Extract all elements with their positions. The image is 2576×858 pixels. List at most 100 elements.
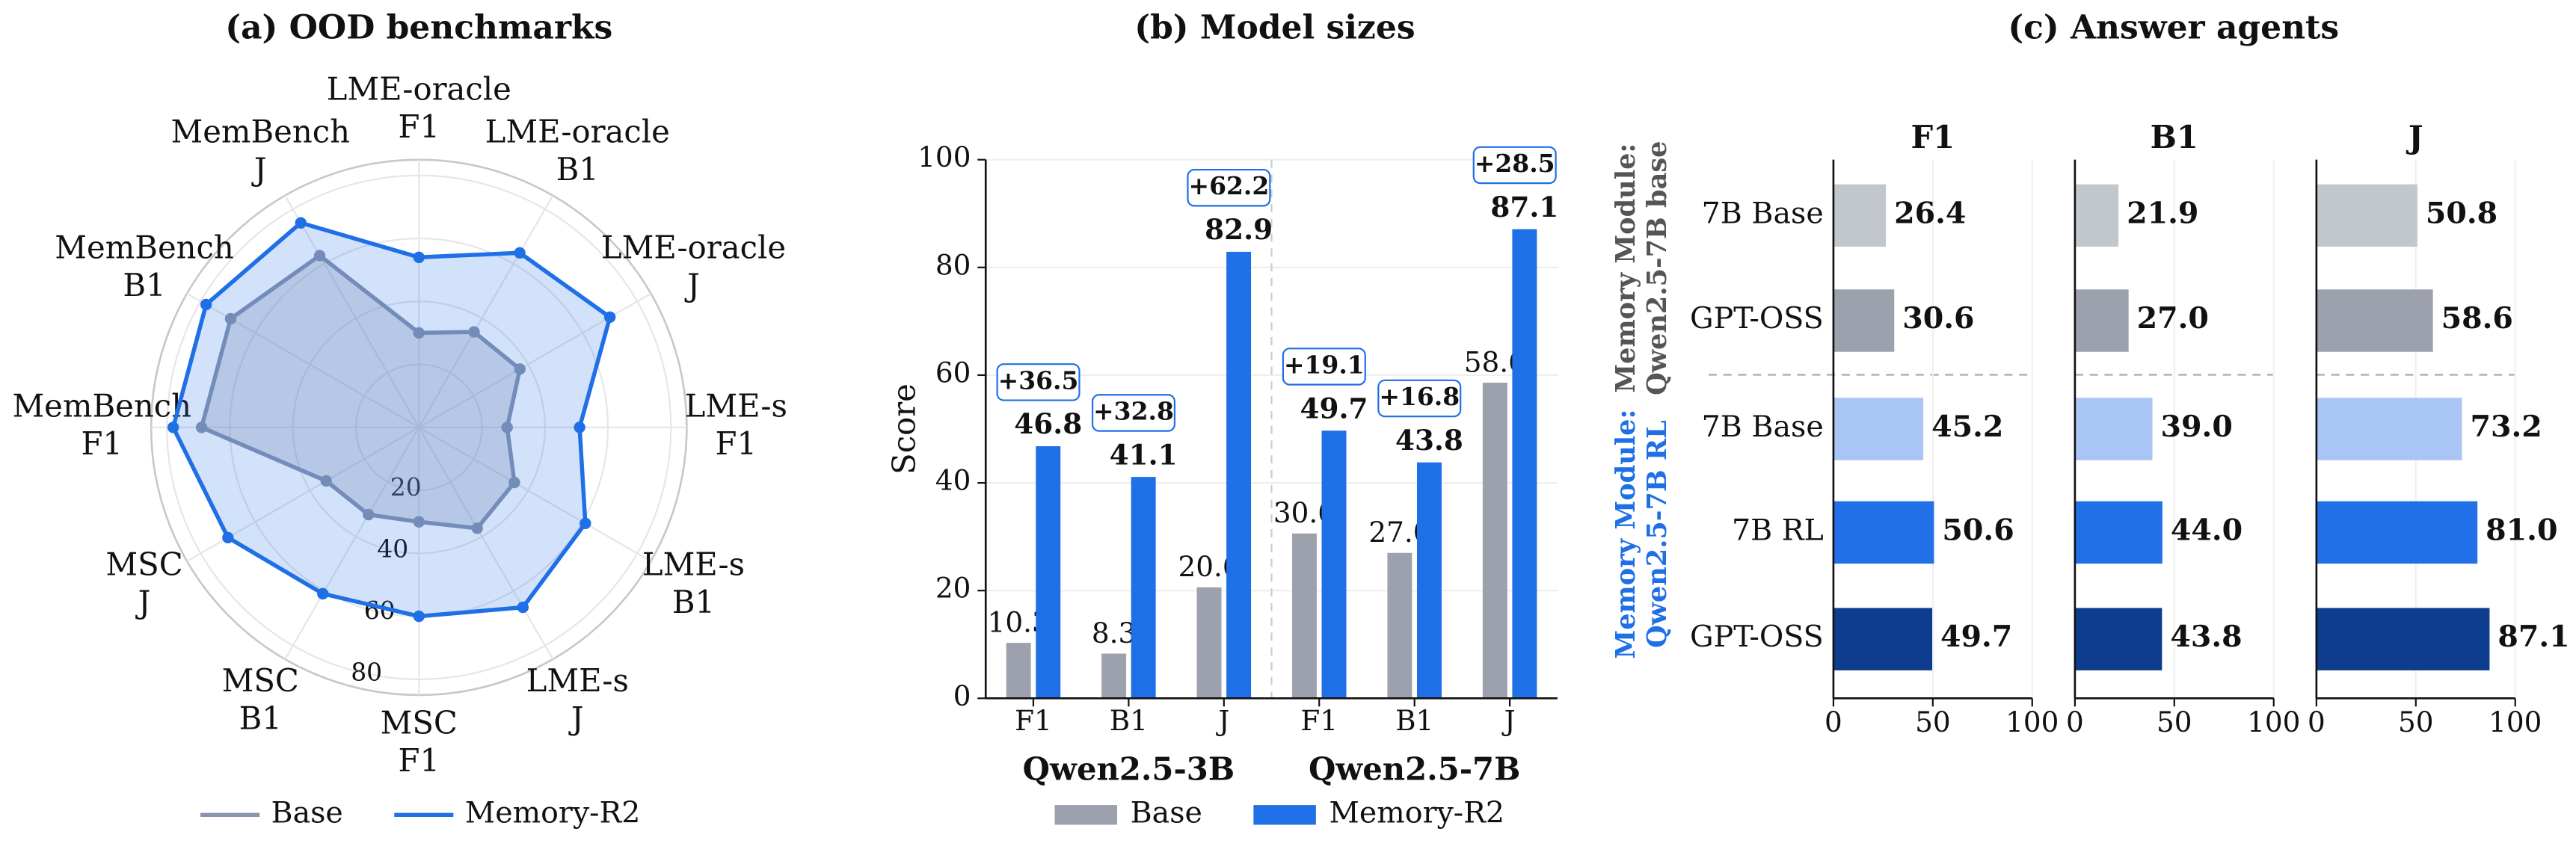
radar-point bbox=[222, 531, 234, 543]
x-tick-label: 50 bbox=[1915, 706, 1951, 738]
axis-label: LME-s B1 bbox=[642, 546, 745, 620]
chart-title: (a) OOD benchmarks bbox=[225, 9, 612, 47]
radar-point bbox=[413, 610, 425, 623]
radar-point bbox=[295, 217, 307, 229]
bar bbox=[1416, 462, 1442, 699]
legend-label: Base bbox=[1131, 795, 1202, 830]
annotation-box bbox=[1187, 168, 1271, 207]
annotation: +19.1 bbox=[1284, 350, 1365, 379]
radar-point bbox=[195, 422, 208, 433]
axis-label-line: F1 bbox=[81, 425, 123, 462]
r-tick-label: 40 bbox=[377, 534, 408, 564]
spoke bbox=[418, 427, 554, 660]
bar bbox=[1196, 587, 1222, 699]
bar bbox=[1833, 501, 1934, 564]
bar bbox=[2074, 501, 2162, 564]
bar bbox=[1226, 251, 1252, 699]
axis-label-line: MemBench bbox=[12, 387, 191, 424]
radar-point bbox=[471, 522, 483, 534]
axis-label: LME-oracle B1 bbox=[485, 113, 670, 188]
bar bbox=[2316, 398, 2462, 460]
axis-label-line: LME-oracle bbox=[327, 70, 511, 107]
group-label-line: Memory Module: bbox=[1611, 143, 1641, 393]
bar bbox=[2074, 184, 2119, 247]
annotation: +36.5 bbox=[998, 365, 1079, 395]
bar bbox=[1482, 383, 1507, 699]
x-tick-label: 0 bbox=[2308, 706, 2326, 738]
panel-title: B1 bbox=[2151, 119, 2198, 155]
axis-label-line: B1 bbox=[556, 150, 599, 187]
bar bbox=[1321, 430, 1347, 699]
radar-point bbox=[363, 508, 375, 521]
axis-label-line: MSC bbox=[222, 661, 299, 698]
axis-label-line: F1 bbox=[398, 742, 440, 779]
spoke bbox=[418, 195, 554, 428]
y-tick-label: 100 bbox=[917, 141, 971, 173]
category-label: GPT-OSS bbox=[1690, 301, 1824, 336]
bar bbox=[1833, 184, 1887, 247]
value-label: 87.1 bbox=[2497, 620, 2569, 654]
axis-label-line: LME-oracle bbox=[601, 229, 786, 265]
axis-label: LME-oracle J bbox=[601, 229, 786, 303]
value-label: 87.1 bbox=[1490, 191, 1558, 223]
value-label: 30.6 bbox=[1902, 301, 1974, 336]
axis-label-line: MSC bbox=[381, 704, 458, 741]
y-tick-label: 80 bbox=[935, 248, 971, 281]
x-tick-label: 100 bbox=[2005, 706, 2059, 738]
axis-label: MSC B1 bbox=[222, 661, 299, 736]
x-tick-label: 0 bbox=[1825, 706, 1842, 738]
r-tick-label: 80 bbox=[351, 657, 382, 686]
y-tick-label: 40 bbox=[935, 464, 971, 497]
bar bbox=[2074, 289, 2129, 352]
axis-label: MemBench B1 bbox=[55, 229, 234, 303]
x-tick-label: 50 bbox=[2398, 706, 2434, 738]
group-label: Memory Module:Qwen2.5-7B base bbox=[1611, 141, 1673, 395]
legend-swatch bbox=[1054, 805, 1118, 825]
radar-point bbox=[580, 517, 591, 529]
x-tick-label: 100 bbox=[2247, 706, 2300, 738]
group-label-line: Memory Module: bbox=[1611, 410, 1641, 659]
value-label: 27.0 bbox=[2137, 301, 2209, 336]
axis-label-line: LME-s bbox=[642, 546, 745, 582]
axis-label-line: J bbox=[568, 700, 584, 736]
radar-point bbox=[603, 311, 616, 324]
group-label-line: Qwen2.5-7B RL bbox=[1641, 420, 1672, 648]
x-tick-label: B1 bbox=[1395, 704, 1433, 737]
value-label: 43.8 bbox=[2170, 620, 2242, 654]
y-tick-label: 60 bbox=[935, 356, 971, 389]
bar bbox=[2074, 398, 2153, 460]
group-label: Qwen2.5-7B bbox=[1309, 751, 1520, 788]
x-tick-label: F1 bbox=[1015, 704, 1052, 737]
x-tick-label: F1 bbox=[1300, 704, 1338, 737]
radar-point bbox=[320, 475, 332, 487]
value-label: 73.2 bbox=[2470, 410, 2542, 444]
annotation: +28.5 bbox=[1475, 149, 1555, 178]
axis-label-line: F1 bbox=[398, 108, 440, 145]
axis-label: MSC F1 bbox=[381, 704, 458, 779]
legend-label: Memory-R2 bbox=[1329, 795, 1504, 830]
bar bbox=[1036, 446, 1061, 699]
bar bbox=[1131, 477, 1156, 699]
spoke bbox=[418, 426, 651, 562]
radar-point bbox=[413, 327, 425, 339]
axis-label: LME-s F1 bbox=[685, 387, 787, 462]
axis-label-line: MSC bbox=[105, 546, 182, 582]
axis-label-line: B1 bbox=[123, 267, 165, 303]
radar-point bbox=[413, 516, 425, 528]
axis-label-line: B1 bbox=[672, 584, 715, 620]
value-label: 50.6 bbox=[1942, 513, 2014, 547]
axis-label-line: LME-s bbox=[526, 661, 629, 698]
axis-label-line: J bbox=[135, 584, 151, 620]
value-label: 58.6 bbox=[2441, 301, 2513, 336]
category-label: 7B Base bbox=[1702, 410, 1824, 444]
radar-area bbox=[170, 220, 612, 619]
bar bbox=[1387, 552, 1413, 699]
radar-point bbox=[167, 422, 179, 433]
group-label: Qwen2.5-3B bbox=[1023, 751, 1235, 788]
bar bbox=[2316, 289, 2433, 352]
radar-point bbox=[200, 298, 212, 311]
axis-label-line: F1 bbox=[716, 425, 757, 462]
radar-point bbox=[574, 422, 585, 433]
axis-label-line: J bbox=[684, 267, 700, 303]
